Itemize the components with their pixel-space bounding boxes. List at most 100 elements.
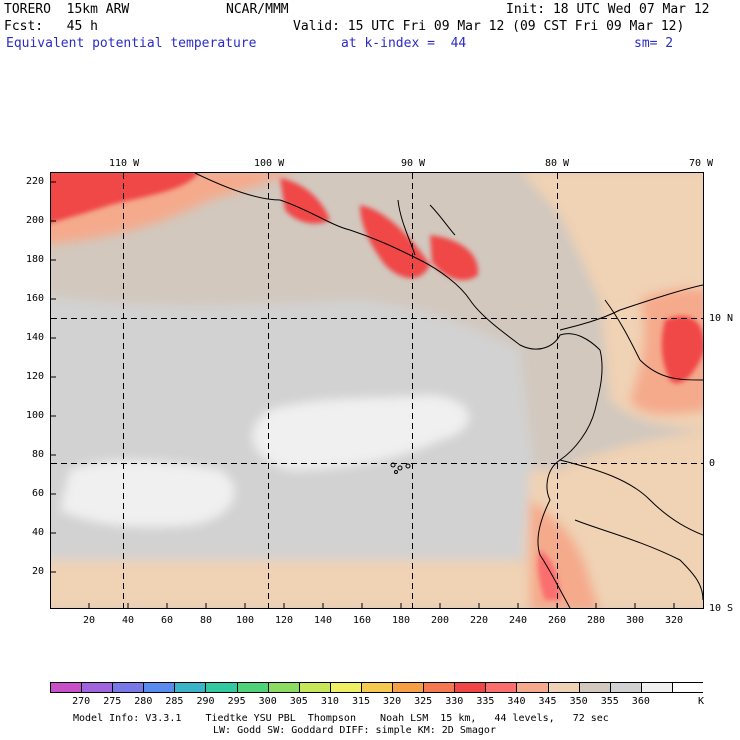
- colorbar-label: 280: [134, 696, 153, 707]
- lat-label-0: 0: [709, 458, 716, 469]
- colorbar-label: 340: [507, 696, 526, 707]
- model-title: TORERO 15km ARW: [4, 2, 130, 17]
- x-tick-label: 140: [314, 615, 333, 626]
- colorbar-label: 275: [103, 696, 122, 707]
- hottest-peru: [537, 550, 560, 600]
- colorbar-cell: [610, 683, 642, 692]
- y-tick-label: 100: [26, 410, 45, 421]
- y-tick-label: 200: [26, 215, 45, 226]
- x-tick-label: 180: [392, 615, 411, 626]
- hottest-colombia: [661, 316, 703, 384]
- center-title: NCAR/MMM: [226, 2, 289, 17]
- lat-label-10n: 10 N: [709, 313, 734, 324]
- colorbar-cell: [424, 683, 456, 692]
- colorbar-label: 295: [227, 696, 246, 707]
- x-tick-label: 40: [122, 615, 135, 626]
- x-tick-label: 300: [626, 615, 645, 626]
- level-label: at k-index = 44: [341, 36, 467, 51]
- map-frame: [50, 172, 704, 609]
- footer-physics-info: LW: Godd SW: Goddard DIFF: simple KM: 2D…: [213, 725, 496, 736]
- colorbar-cell: [672, 683, 704, 692]
- y-tick-label: 180: [26, 254, 45, 265]
- colorbar-label: 350: [569, 696, 588, 707]
- footer-model-info: Model Info: V3.3.1 Tiedtke YSU PBL Thomp…: [73, 713, 609, 724]
- colorbar-label: 325: [414, 696, 433, 707]
- y-tick-label: 60: [32, 488, 45, 499]
- y-tick-label: 40: [32, 527, 45, 538]
- coolest-patch-center: [252, 395, 469, 470]
- x-tick-label: 100: [236, 615, 255, 626]
- hottest-northwest: [51, 173, 198, 224]
- colorbar-label: 300: [258, 696, 277, 707]
- colorbar-label: 315: [351, 696, 370, 707]
- colorbar-cell: [51, 683, 83, 692]
- warm-band-south: [51, 560, 540, 608]
- colorbar-cell: [486, 683, 518, 692]
- colorbar-cell: [144, 683, 176, 692]
- x-tick-label: 240: [509, 615, 528, 626]
- y-tick-label: 120: [26, 371, 45, 382]
- hottest-honduras: [430, 235, 479, 281]
- colorbar-label: 310: [320, 696, 339, 707]
- field-name: Equivalent potential temperature: [6, 36, 257, 51]
- coastlines: [194, 173, 703, 608]
- x-tick-label: 220: [470, 615, 489, 626]
- y-tick-label: 20: [32, 566, 45, 577]
- colorbar: [50, 682, 704, 693]
- lat-label-10s: 10 S: [709, 603, 734, 614]
- y-tick-label: 80: [32, 449, 45, 460]
- x-tick-label: 260: [548, 615, 567, 626]
- hottest-guatemala: [360, 205, 430, 279]
- colorbar-cell: [237, 683, 269, 692]
- colorbar-unit: K: [698, 696, 705, 707]
- x-tick-label: 280: [587, 615, 606, 626]
- y-tick-label: 160: [26, 293, 45, 304]
- colorbar-cell: [206, 683, 238, 692]
- coolest-patch-west: [60, 460, 235, 527]
- colorbar-label: 305: [289, 696, 308, 707]
- x-tick-label: 80: [200, 615, 213, 626]
- warm-band-north: [522, 173, 703, 300]
- lon-label-100w: 100 W: [254, 158, 285, 169]
- x-tick-label: 200: [431, 615, 450, 626]
- x-tick-label: 320: [665, 615, 684, 626]
- valid-time: Valid: 15 UTC Fri 09 Mar 12 (09 CST Fri …: [293, 19, 685, 34]
- colorbar-label: 360: [631, 696, 650, 707]
- y-axis-ticks: [51, 181, 56, 573]
- init-time: Init: 18 UTC Wed 07 Mar 12: [506, 2, 710, 17]
- lon-label-110w: 110 W: [109, 158, 140, 169]
- lon-label-80w: 80 W: [545, 158, 570, 169]
- colorbar-label: 285: [165, 696, 184, 707]
- colorbar-label: 335: [476, 696, 495, 707]
- grid-lines: [51, 173, 703, 608]
- colorbar-cell: [361, 683, 394, 692]
- colorbar-cell: [268, 683, 300, 692]
- y-tick-label: 220: [26, 176, 45, 187]
- lon-label-70w: 70 W: [689, 158, 714, 169]
- smoothing-label: sm= 2: [634, 36, 674, 51]
- y-tick-label: 140: [26, 332, 45, 343]
- hottest-mexico: [280, 178, 330, 224]
- colorbar-label: 290: [196, 696, 215, 707]
- x-axis-ticks: [88, 603, 675, 608]
- forecast-hour: Fcst: 45 h: [4, 19, 98, 34]
- colorbar-cell: [299, 683, 331, 692]
- colorbar-cell: [548, 683, 580, 692]
- x-tick-label: 20: [83, 615, 96, 626]
- colorbar-label: 320: [383, 696, 402, 707]
- colorbar-label: 345: [538, 696, 557, 707]
- colorbar-cell: [82, 683, 114, 692]
- colorbar-cell: [393, 683, 425, 692]
- colorbar-label: 330: [445, 696, 464, 707]
- colorbar-label: 270: [72, 696, 91, 707]
- x-tick-label: 120: [275, 615, 294, 626]
- colorbar-cell: [330, 683, 362, 692]
- colorbar-cell: [455, 683, 487, 692]
- colorbar-cell: [175, 683, 207, 692]
- x-tick-label: 60: [161, 615, 174, 626]
- lon-label-90w: 90 W: [401, 158, 426, 169]
- x-tick-label: 160: [353, 615, 372, 626]
- colorbar-cell: [641, 683, 673, 692]
- colorbar-cell: [517, 683, 549, 692]
